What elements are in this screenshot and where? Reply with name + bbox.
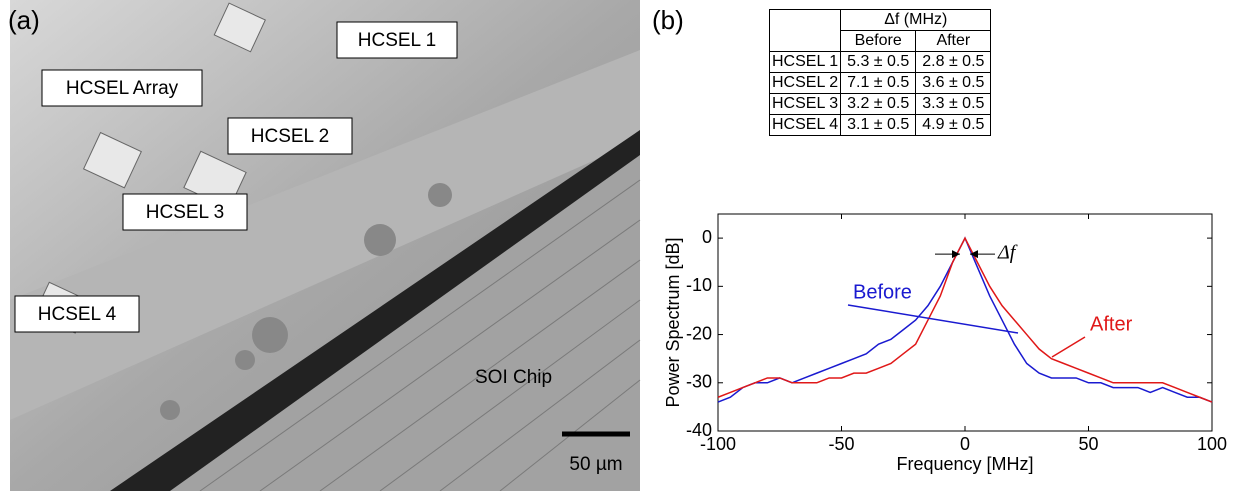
series-label: After bbox=[1090, 313, 1133, 335]
x-tick-label: 100 bbox=[1197, 434, 1227, 454]
y-axis-label: Power Spectrum [dB] bbox=[663, 237, 683, 407]
cell: 3.6 ± 0.5 bbox=[915, 72, 992, 94]
panel-label: (b) bbox=[652, 5, 684, 35]
cell: 2.8 ± 0.5 bbox=[915, 51, 992, 73]
annotation-arrow bbox=[1051, 336, 1086, 358]
table-corner bbox=[768, 9, 842, 52]
row-header: HCSEL 4 bbox=[768, 114, 842, 136]
row-header: HCSEL 1 bbox=[768, 51, 842, 73]
row-header: HCSEL 3 bbox=[768, 93, 842, 115]
annotation-arrow bbox=[847, 304, 1019, 334]
cell: 7.1 ± 0.5 bbox=[840, 72, 917, 94]
y-tick-label: -40 bbox=[686, 420, 712, 440]
x-tick-label: 50 bbox=[1078, 434, 1098, 454]
delta-arrow-head bbox=[952, 250, 960, 259]
series-line bbox=[717, 236, 1213, 403]
row-header: HCSEL 2 bbox=[768, 72, 842, 94]
x-tick-label: 0 bbox=[960, 434, 970, 454]
column-header: Before bbox=[840, 30, 917, 52]
linewidth-table: Δf (MHz) Before After HCSEL 1 5.3 ± 0.5 2.8… bbox=[768, 9, 992, 136]
y-tick-label: -10 bbox=[686, 275, 712, 295]
photo-label: HCSEL 4 bbox=[38, 304, 117, 325]
photo-label: HCSEL 2 bbox=[251, 126, 330, 147]
photo-label: HCSEL Array bbox=[66, 78, 179, 99]
photo-label: HCSEL 1 bbox=[358, 30, 437, 51]
photo-label: HCSEL 3 bbox=[146, 202, 225, 223]
x-axis-label: Frequency [MHz] bbox=[896, 454, 1033, 474]
cell: 3.3 ± 0.5 bbox=[915, 93, 992, 115]
panel-label: (a) bbox=[8, 5, 40, 35]
x-tick-label: -50 bbox=[828, 434, 854, 454]
scale-bar-label: 50 µm bbox=[569, 454, 622, 475]
table-header: Δf (MHz) bbox=[840, 9, 992, 31]
photo-labels: HCSEL 1 HCSEL Array HCSEL 2 HCSEL 3 HCSE… bbox=[14, 21, 623, 475]
cell: 3.2 ± 0.5 bbox=[840, 93, 917, 115]
cell: 3.1 ± 0.5 bbox=[840, 114, 917, 136]
annotation: Δf bbox=[997, 242, 1018, 264]
cell: 5.3 ± 0.5 bbox=[840, 51, 917, 73]
photo-label: SOI Chip bbox=[475, 367, 552, 388]
delta-arrow-head bbox=[970, 250, 978, 259]
plot-frame bbox=[717, 213, 1213, 432]
column-header: After bbox=[915, 30, 992, 52]
cell: 4.9 ± 0.5 bbox=[915, 114, 992, 136]
y-tick-label: -20 bbox=[686, 323, 712, 343]
x-tick-label: -100 bbox=[700, 434, 736, 454]
y-tick-label: 0 bbox=[702, 227, 712, 247]
y-tick-label: -30 bbox=[686, 372, 712, 392]
series-label: Before bbox=[853, 281, 912, 303]
